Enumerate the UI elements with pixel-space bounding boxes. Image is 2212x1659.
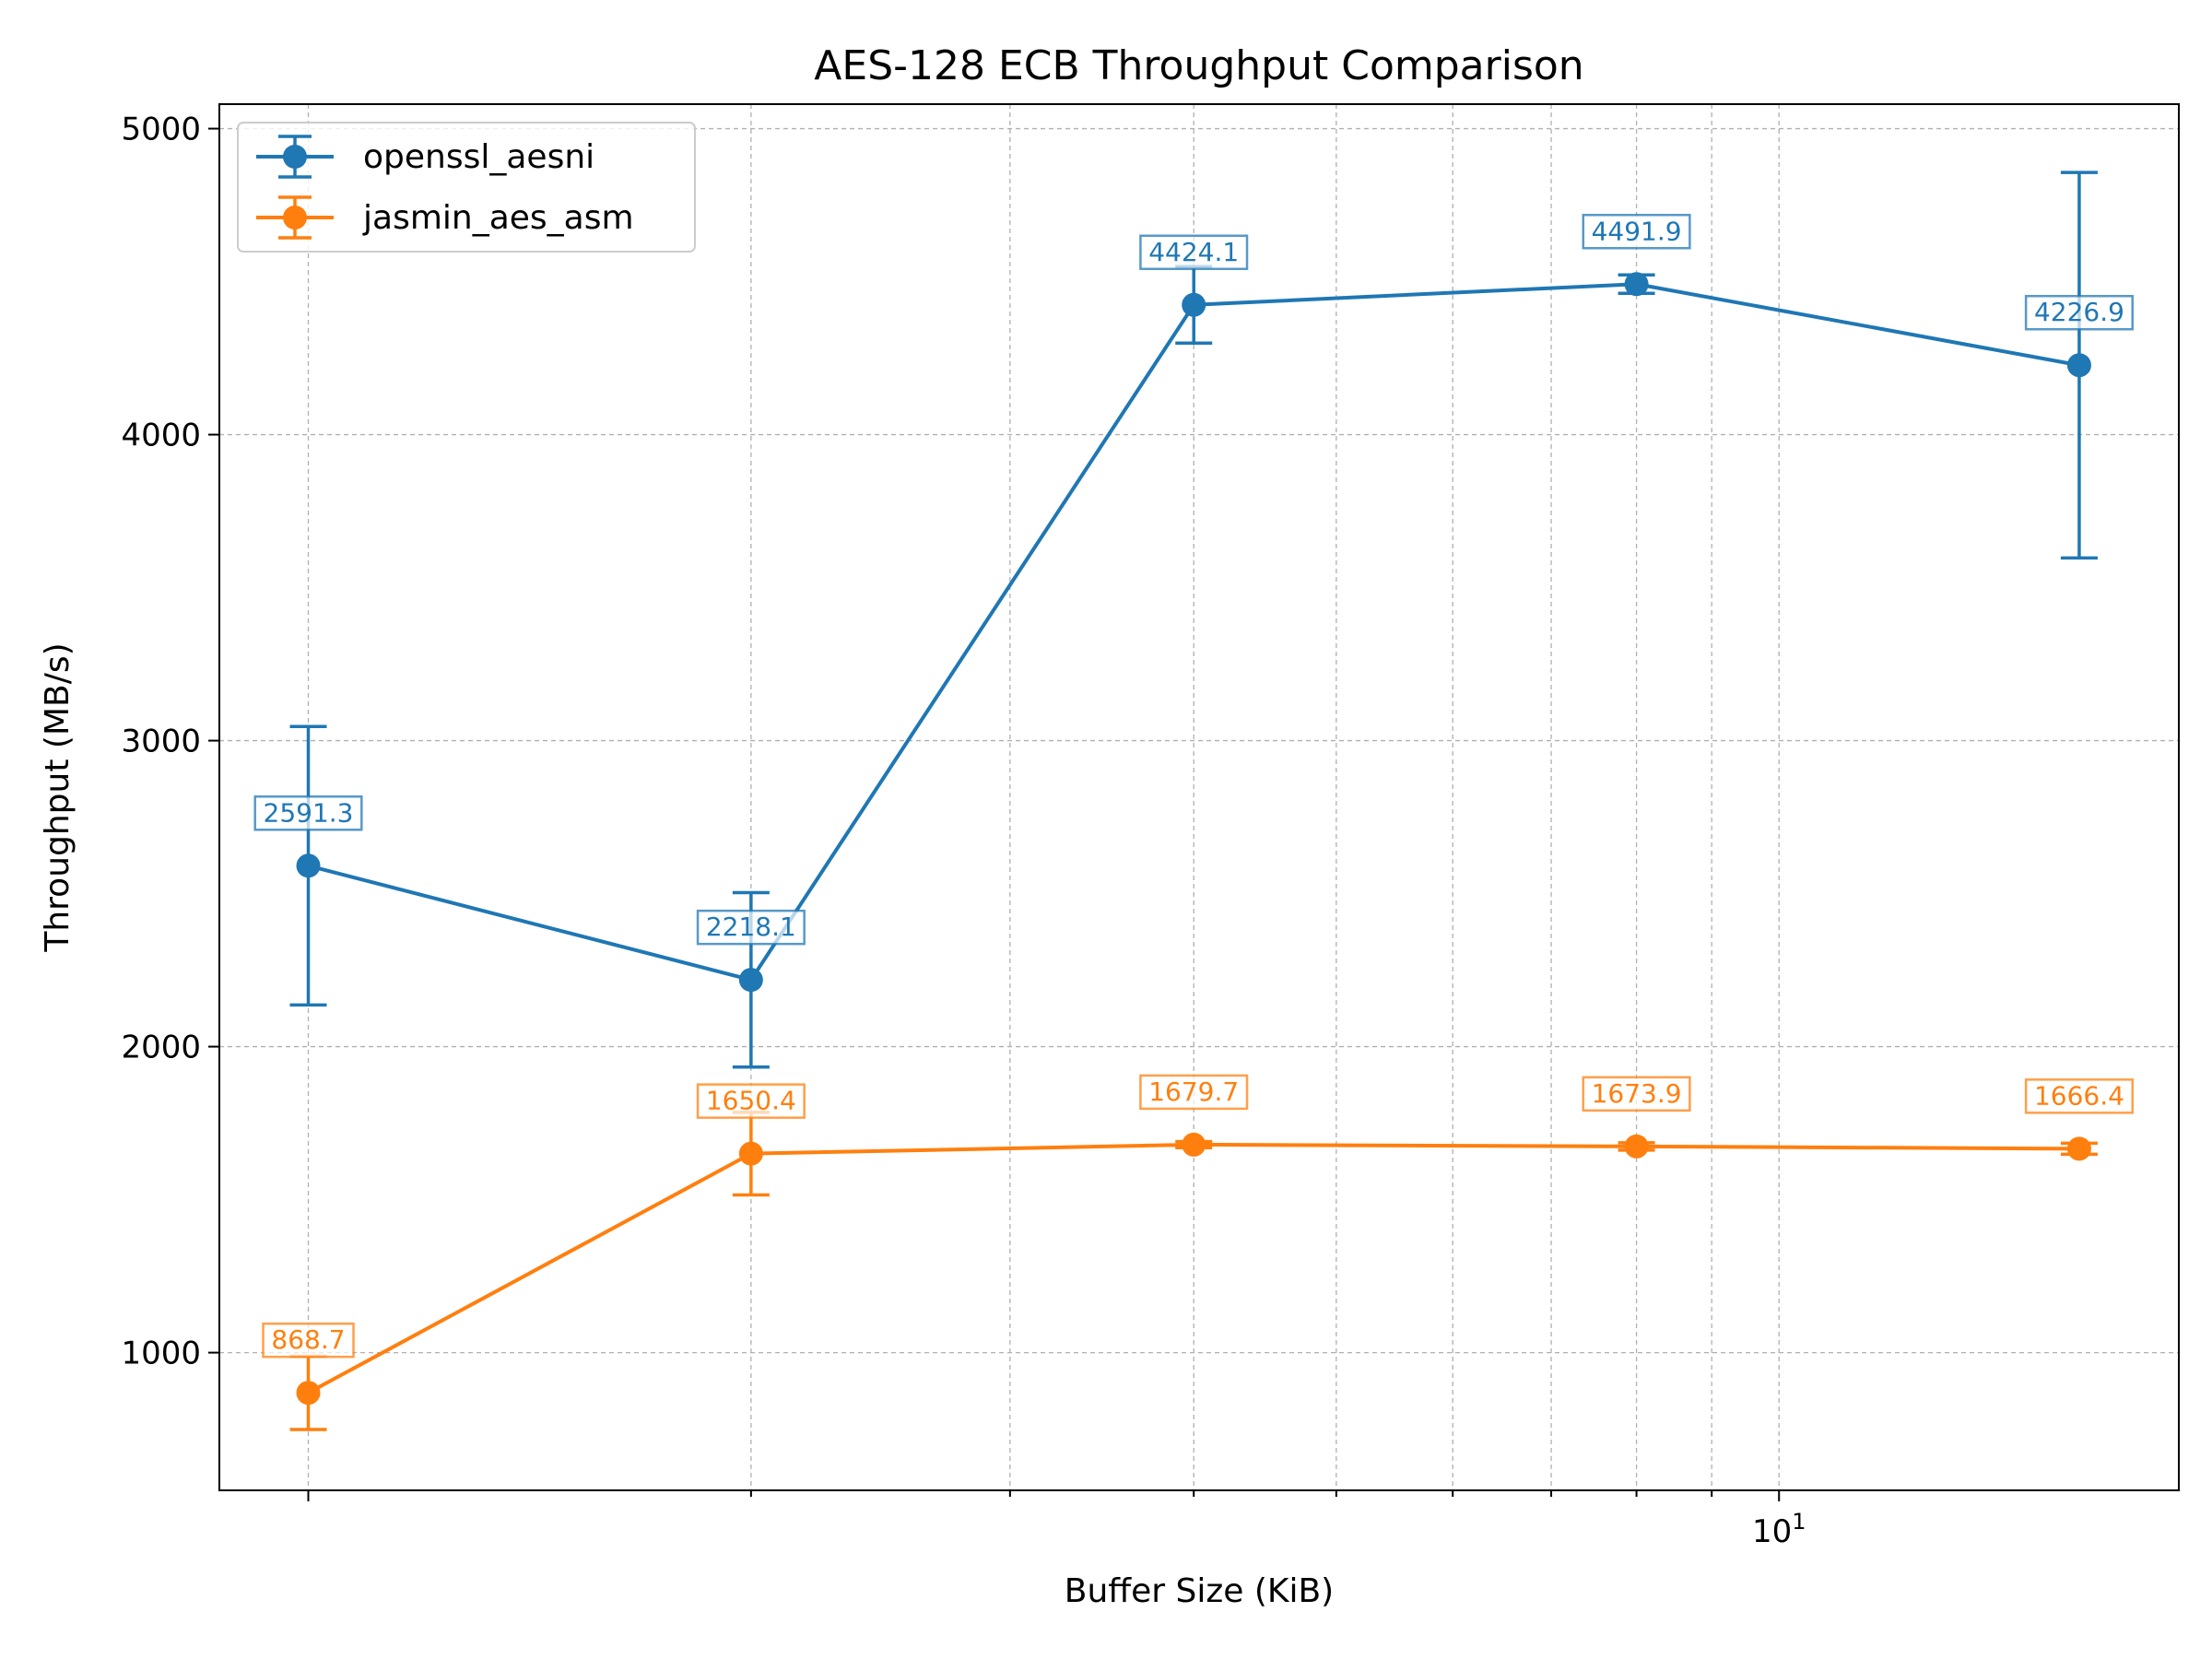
axes: 1000 2000 3000 4000 5000 101: [121, 112, 1806, 1550]
data-label-box: [1582, 1076, 1691, 1112]
data-label-box: [696, 909, 806, 946]
data-label-box: [1582, 214, 1691, 250]
data-label: 868.7: [271, 1324, 345, 1355]
y-tick-label: 5000: [121, 112, 201, 148]
x-axis-label: Buffer Size (KiB): [1065, 1572, 1334, 1610]
legend-entry-openssl_aesni: openssl_aesni: [256, 135, 594, 179]
plot-frame: [218, 103, 2180, 1491]
data-label: 1650.4: [706, 1086, 796, 1116]
data-point: [1182, 1132, 1206, 1157]
data-point: [296, 853, 321, 878]
data-point: [1182, 292, 1206, 317]
data-point: [738, 968, 763, 993]
legend: openssl_aesni jasmin_aes_asm: [237, 122, 696, 253]
x-tick-label: 101: [1752, 1509, 1806, 1550]
data-label-box: [2024, 1078, 2134, 1114]
data-label-box: [1139, 1074, 1249, 1111]
data-point: [296, 1381, 321, 1406]
legend-entry-jasmin_aes_asm: jasmin_aes_asm: [256, 195, 634, 240]
series-layer: 2591.3 2218.1 4424.1 4491.9 4226.9 868.7 1650.…: [253, 171, 2134, 1431]
data-label: 1673.9: [1592, 1078, 1682, 1109]
data-label: 4226.9: [2034, 297, 2124, 327]
y-tick-label: 1000: [121, 1335, 201, 1372]
y-tick-label: 4000: [121, 418, 201, 454]
data-label: 4491.9: [1592, 216, 1682, 246]
data-point: [1624, 272, 1649, 297]
data-point: [1624, 1134, 1649, 1159]
data-label: 1666.4: [2034, 1080, 2124, 1111]
legend-marker: [283, 206, 307, 229]
y-tick-label: 3000: [121, 724, 201, 760]
chart-title: AES-128 ECB Throughput Comparison: [814, 42, 1583, 89]
y-axis-label: Throughput (MB/s): [39, 642, 76, 952]
data-point: [2066, 1136, 2091, 1161]
data-label-box: [696, 1083, 806, 1119]
legend-label: openssl_aesni: [363, 138, 594, 176]
y-tick-label: 2000: [121, 1030, 201, 1066]
data-label: 1679.7: [1148, 1077, 1239, 1107]
data-label-box: [253, 795, 363, 831]
grid: [219, 104, 2179, 1490]
legend-marker: [283, 145, 307, 169]
legend-label: jasmin_aes_asm: [362, 199, 634, 237]
series-openssl_aesni: 2591.3 2218.1 4424.1 4491.9 4226.9: [253, 171, 2134, 1069]
data-label-box: [262, 1322, 355, 1359]
data-point: [738, 1141, 763, 1166]
data-label-box: [2024, 294, 2134, 331]
series-jasmin_aes_asm: 868.7 1650.4 1679.7 1673.9 1666.4: [262, 1074, 2134, 1431]
data-label: 4424.1: [1148, 237, 1239, 267]
data-label: 2218.1: [706, 912, 796, 942]
legend-box: [237, 122, 696, 253]
data-point: [2066, 353, 2091, 378]
data-label-box: [1139, 234, 1249, 271]
data-label: 2591.3: [264, 797, 354, 828]
